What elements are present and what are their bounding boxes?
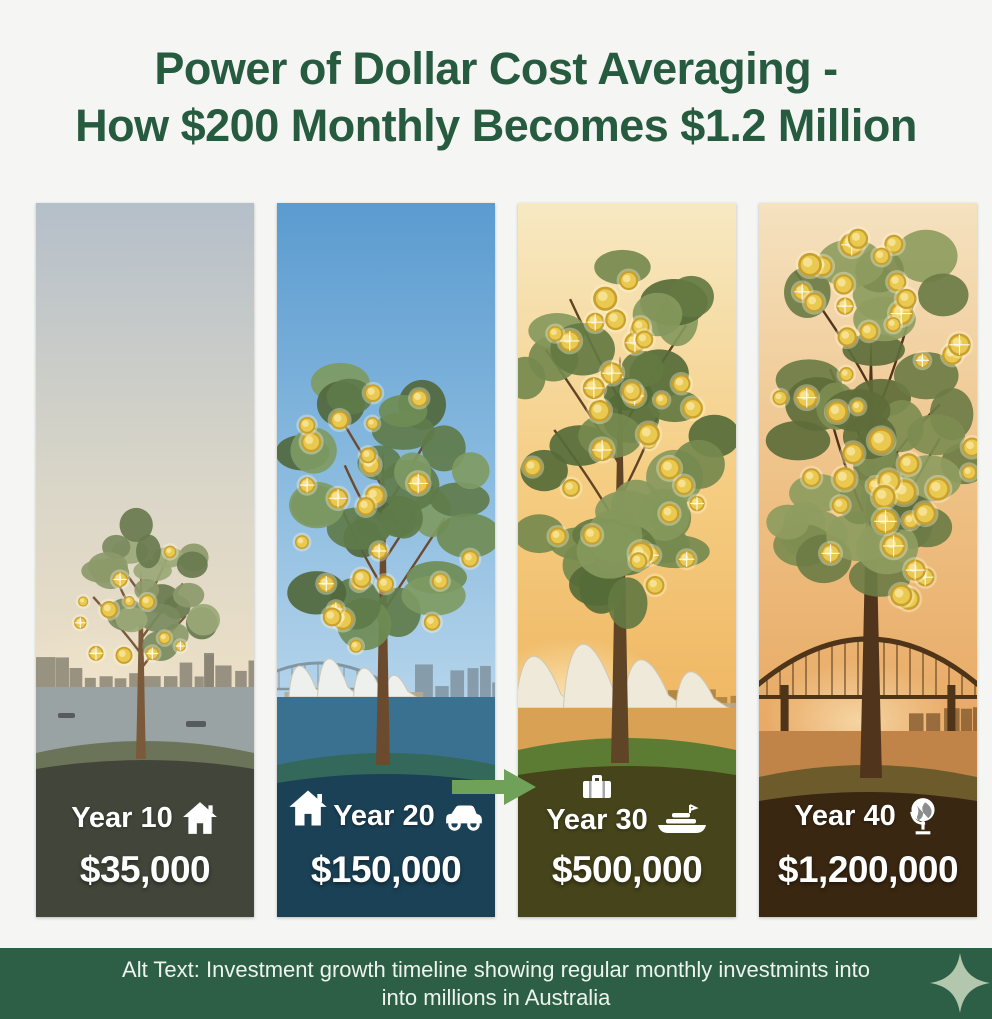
page-title: Power of Dollar Cost Averaging - How $20… bbox=[0, 40, 992, 154]
panel-label: Year 20 $150,000 bbox=[277, 790, 495, 891]
alt-text-line-1: Alt Text: Investment growth timeline sho… bbox=[122, 957, 870, 982]
amount-label: $150,000 bbox=[310, 849, 462, 890]
year-row: Year 30 bbox=[546, 775, 708, 837]
year-row: Year 10 bbox=[71, 799, 219, 837]
tree-scene-year-30 bbox=[518, 203, 736, 917]
amount-label: $500,000 bbox=[551, 849, 703, 890]
amount-label: $1,200,000 bbox=[777, 849, 959, 890]
sparkle-icon bbox=[930, 953, 990, 1013]
year-label: Year 20 bbox=[333, 799, 435, 832]
amount-label: $35,000 bbox=[79, 849, 211, 890]
title-line-2: How $200 Monthly Becomes $1.2 Million bbox=[75, 100, 917, 151]
year-label: Year 40 bbox=[794, 799, 896, 832]
yacht-icon bbox=[656, 803, 708, 837]
timeline-stage: Year 10 $35,000 bbox=[0, 203, 992, 1002]
tree-scene-year-40 bbox=[759, 203, 977, 917]
panel-label: Year 30 $500,000 bbox=[518, 775, 736, 891]
panel-year-40: Year 40 $1,200,000 bbox=[759, 203, 977, 917]
car-icon bbox=[443, 799, 485, 833]
panel-year-30: Year 30 $500,000 bbox=[518, 203, 736, 917]
year-row: Year 20 bbox=[287, 790, 485, 837]
house-icon bbox=[287, 787, 329, 829]
panel-label: Year 10 $35,000 bbox=[36, 799, 254, 891]
year-row: Year 40 bbox=[794, 795, 942, 837]
house-icon bbox=[181, 799, 219, 837]
alt-text-line-2: into millions in Australia bbox=[381, 985, 611, 1010]
tree-scene-year-20 bbox=[277, 203, 495, 917]
growth-arrow-top bbox=[452, 769, 536, 805]
year-label: Year 10 bbox=[71, 801, 173, 834]
briefcase-icon bbox=[580, 773, 614, 801]
alt-text-bar: Alt Text: Investment growth timeline sho… bbox=[0, 948, 992, 1019]
panel-year-10: Year 10 $35,000 bbox=[36, 203, 254, 917]
title-line-1: Power of Dollar Cost Averaging - bbox=[154, 43, 838, 94]
tree-scene-year-10 bbox=[36, 203, 254, 917]
panel-label: Year 40 $1,200,000 bbox=[759, 795, 977, 891]
panel-year-20: Year 20 $150,000 bbox=[277, 203, 495, 917]
globe-icon bbox=[904, 795, 942, 837]
year-label: Year 30 bbox=[546, 803, 648, 836]
